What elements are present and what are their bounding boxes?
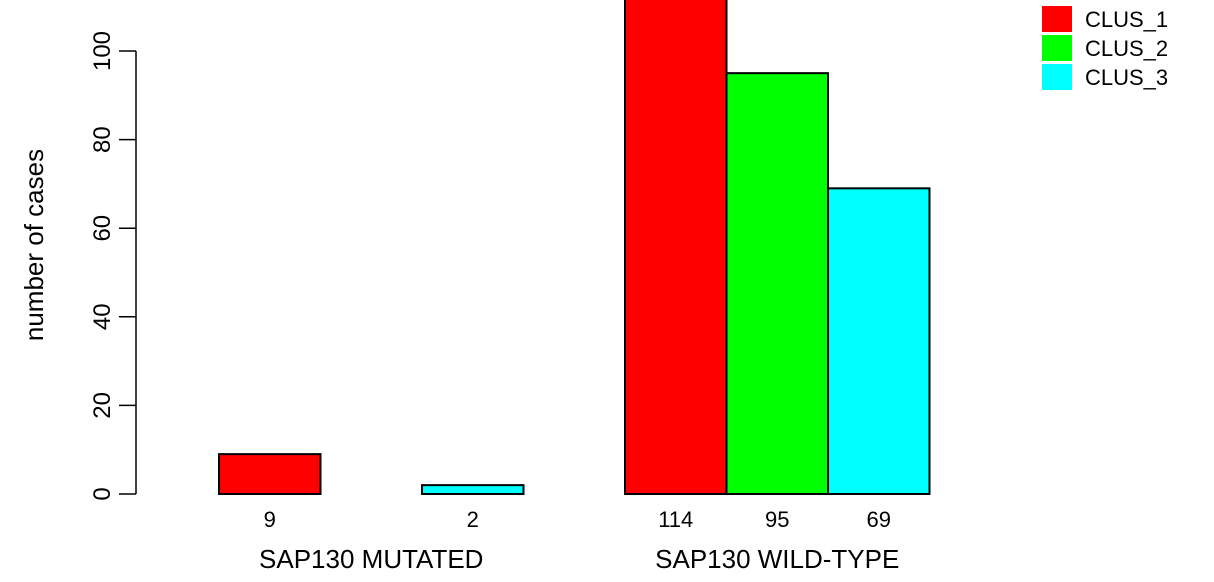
- bar-count-label: 2: [467, 507, 479, 532]
- y-tick-label: 40: [89, 303, 116, 330]
- y-tick-label: 80: [89, 126, 116, 153]
- legend-swatch: [1042, 35, 1072, 61]
- y-tick-label: 0: [89, 487, 116, 500]
- legend-swatch: [1042, 64, 1072, 90]
- group-label: SAP130 WILD-TYPE: [655, 544, 899, 574]
- count-labels: 9 2 114 95 69: [264, 507, 891, 532]
- bar-count-label: 9: [264, 507, 276, 532]
- group-label: SAP130 MUTATED: [259, 544, 483, 574]
- bar-clus-1: [624, 0, 728, 495]
- y-axis: 0 20 40 60 80 100: [89, 31, 137, 501]
- bar-count-label: 69: [867, 507, 891, 532]
- y-tick-label: 20: [89, 392, 116, 419]
- y-tick-label: 100: [89, 31, 116, 71]
- legend-label: CLUS_2: [1085, 36, 1168, 61]
- bar-count-label: 114: [658, 507, 693, 532]
- legend-label: CLUS_1: [1085, 7, 1168, 32]
- bars: [218, 0, 931, 496]
- bar-count-label: 95: [765, 507, 789, 532]
- legend: CLUS_1 CLUS_2 CLUS_3: [1042, 6, 1168, 90]
- legend-label: CLUS_3: [1085, 65, 1168, 90]
- bar-clus-1: [218, 453, 322, 496]
- group-labels: SAP130 MUTATED SAP130 WILD-TYPE: [259, 544, 899, 574]
- bar-clus-3: [421, 484, 525, 496]
- y-axis-title: number of cases: [19, 149, 49, 341]
- y-tick-label: 60: [89, 215, 116, 242]
- bar-clus-3: [827, 187, 931, 496]
- legend-swatch: [1042, 6, 1072, 32]
- bar-clus-2: [725, 72, 829, 496]
